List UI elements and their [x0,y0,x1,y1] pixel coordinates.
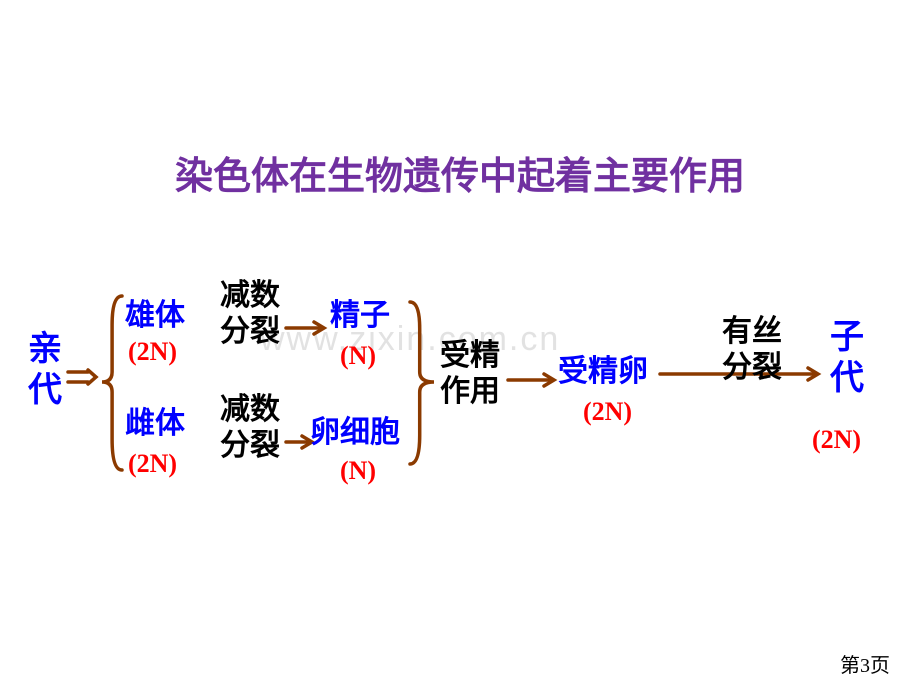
node-child-l2: 代 [830,360,864,397]
node-male: 雄体 [125,298,185,334]
node-parent-l1: 亲 [28,331,62,368]
node-fert-2: 作用 [440,374,500,410]
node-egg: 卵细胞 [310,415,400,451]
node-sperm-n: (N) [340,340,376,371]
node-child: 子 代 [830,318,864,400]
page-number: 第3页 [840,649,890,678]
node-zygote-n: (2N) [583,396,632,427]
node-fert-1: 受精 [440,338,500,374]
node-meiosis-1b: 分裂 [220,314,280,350]
arrow-zygote [508,370,562,390]
node-meiosis-1a: 减数 [220,278,280,314]
node-meiosis-2b: 分裂 [220,428,280,464]
node-parent-l2: 代 [28,372,62,409]
node-zygote: 受精卵 [558,354,648,390]
node-child-n: (2N) [812,424,861,455]
node-male-n: (2N) [128,336,177,367]
node-meiosis-2a: 减数 [220,392,280,428]
node-female-n: (2N) [128,448,177,479]
node-mitosis-2: 分裂 [722,350,782,386]
brace-open [100,294,126,474]
node-female: 雌体 [125,406,185,442]
node-sperm: 精子 [330,298,390,334]
page-title: 染色体在生物遗传中起着主要作用 [0,145,920,200]
node-parent: 亲 代 [28,330,62,412]
node-egg-n: (N) [340,455,376,486]
arrow-sperm [286,318,332,338]
node-child-l1: 子 [830,319,864,356]
arrow-parent [68,370,100,388]
brace-close [408,300,438,468]
node-mitosis-1: 有丝 [722,314,782,350]
